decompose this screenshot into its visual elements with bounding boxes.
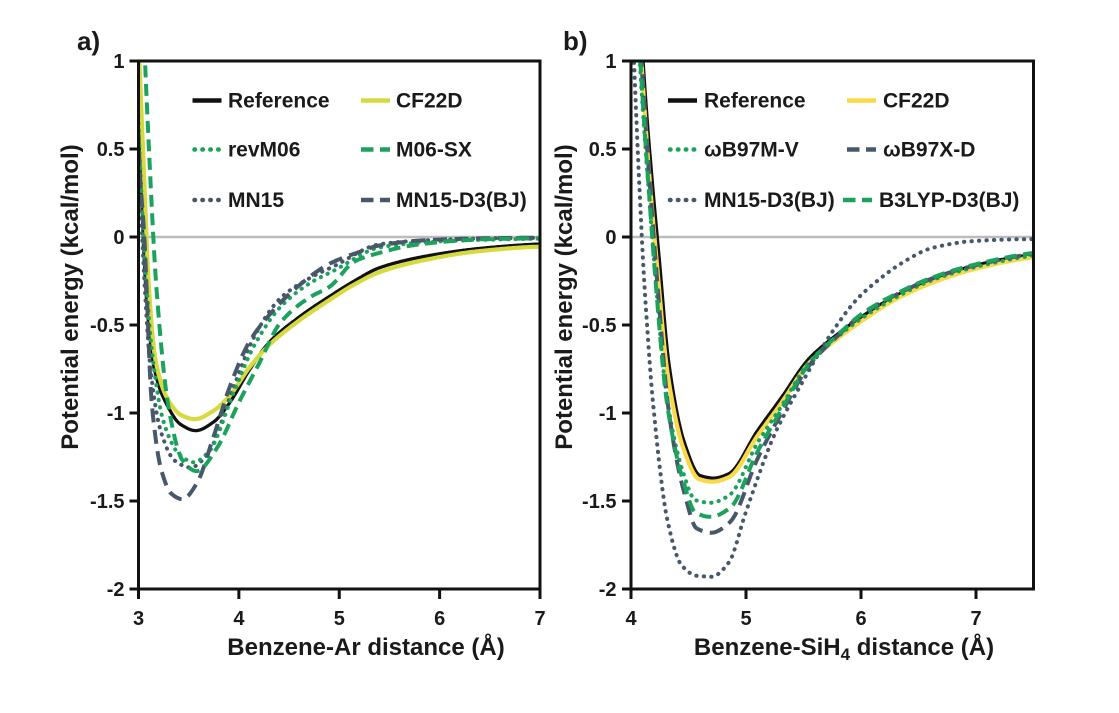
svg-text:-0.5: -0.5 <box>582 315 616 337</box>
svg-text:4: 4 <box>233 608 245 630</box>
svg-text:1: 1 <box>605 51 616 73</box>
svg-text:6: 6 <box>434 608 445 630</box>
svg-text:Reference: Reference <box>704 90 806 113</box>
svg-text:5: 5 <box>334 608 345 630</box>
svg-text:Benzene-SiH4 distance (Å): Benzene-SiH4 distance (Å) <box>694 633 994 664</box>
svg-text:5: 5 <box>740 608 751 630</box>
svg-text:3: 3 <box>133 608 144 630</box>
svg-text:0.5: 0.5 <box>97 139 125 161</box>
svg-text:0: 0 <box>605 227 616 249</box>
svg-text:-1: -1 <box>107 403 125 425</box>
svg-text:Potential energy (kcal/mol): Potential energy (kcal/mol) <box>57 144 84 449</box>
svg-text:7: 7 <box>534 608 545 630</box>
svg-text:M06-SX: M06-SX <box>396 139 472 162</box>
svg-text:1: 1 <box>113 51 124 73</box>
svg-text:-1: -1 <box>599 403 617 425</box>
svg-text:7: 7 <box>970 608 981 630</box>
svg-text:-1.5: -1.5 <box>582 491 616 513</box>
svg-text:revM06: revM06 <box>228 139 300 162</box>
svg-text:-0.5: -0.5 <box>90 315 124 337</box>
svg-text:CF22D: CF22D <box>396 90 463 113</box>
svg-text:MN15-D3(BJ): MN15-D3(BJ) <box>704 189 835 212</box>
svg-text:ωB97X-D: ωB97X-D <box>883 139 975 162</box>
svg-text:b): b) <box>563 26 588 56</box>
svg-text:ωB97M-V: ωB97M-V <box>704 139 799 162</box>
svg-text:Potential energy (kcal/mol): Potential energy (kcal/mol) <box>551 144 578 449</box>
svg-text:0.5: 0.5 <box>589 139 617 161</box>
svg-text:Benzene-Ar distance (Å): Benzene-Ar distance (Å) <box>227 633 504 661</box>
svg-text:MN15-D3(BJ): MN15-D3(BJ) <box>396 189 527 212</box>
svg-text:4: 4 <box>625 608 637 630</box>
svg-text:6: 6 <box>855 608 866 630</box>
svg-text:-2: -2 <box>599 579 617 601</box>
svg-text:MN15: MN15 <box>228 189 284 212</box>
svg-text:Reference: Reference <box>228 90 330 113</box>
svg-text:-2: -2 <box>107 579 125 601</box>
svg-text:CF22D: CF22D <box>883 90 950 113</box>
svg-text:a): a) <box>77 26 100 56</box>
svg-text:-1.5: -1.5 <box>90 491 124 513</box>
svg-text:B3LYP-D3(BJ): B3LYP-D3(BJ) <box>879 189 1019 212</box>
svg-text:0: 0 <box>113 227 124 249</box>
